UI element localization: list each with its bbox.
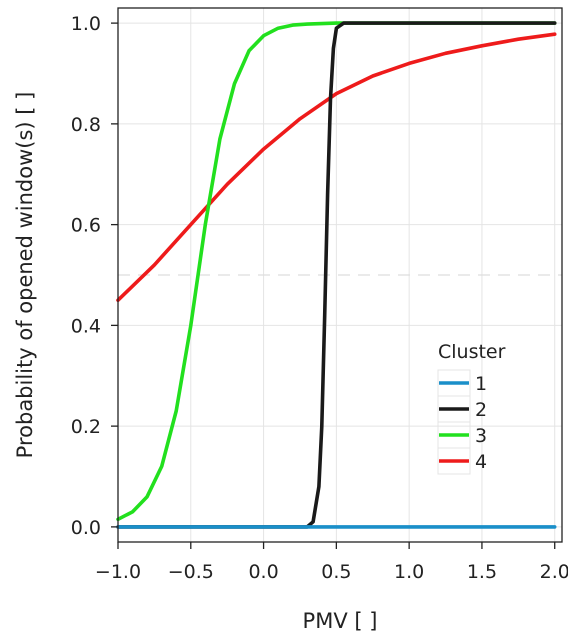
legend-label: 2 — [475, 399, 487, 421]
legend: Cluster 1 2 3 4 — [438, 341, 506, 474]
x-tick-label: 0.5 — [321, 561, 351, 583]
legend-title: Cluster — [438, 341, 506, 363]
x-tick-label: 1.5 — [467, 561, 497, 583]
x-tick-label: −1.0 — [95, 561, 141, 583]
legend-label: 4 — [475, 451, 487, 473]
y-tick-label: 1.0 — [71, 13, 101, 35]
y-tick-label: 0.6 — [71, 215, 101, 237]
y-tick-label: 0.0 — [71, 517, 101, 539]
y-tick-label: 0.4 — [71, 315, 101, 337]
x-tick-label: 0.0 — [248, 561, 278, 583]
x-axis-title: PMV [ ] — [303, 609, 378, 633]
y-axis-title: Probability of opened window(s) [ ] — [13, 92, 37, 459]
y-tick-label: 0.8 — [71, 114, 101, 136]
x-tick-label: 1.0 — [394, 561, 424, 583]
legend-label: 3 — [475, 425, 487, 447]
legend-label: 1 — [475, 373, 487, 395]
x-tick-label: −0.5 — [168, 561, 214, 583]
y-tick-label: 0.2 — [71, 416, 101, 438]
x-tick-label: 2.0 — [540, 561, 568, 583]
